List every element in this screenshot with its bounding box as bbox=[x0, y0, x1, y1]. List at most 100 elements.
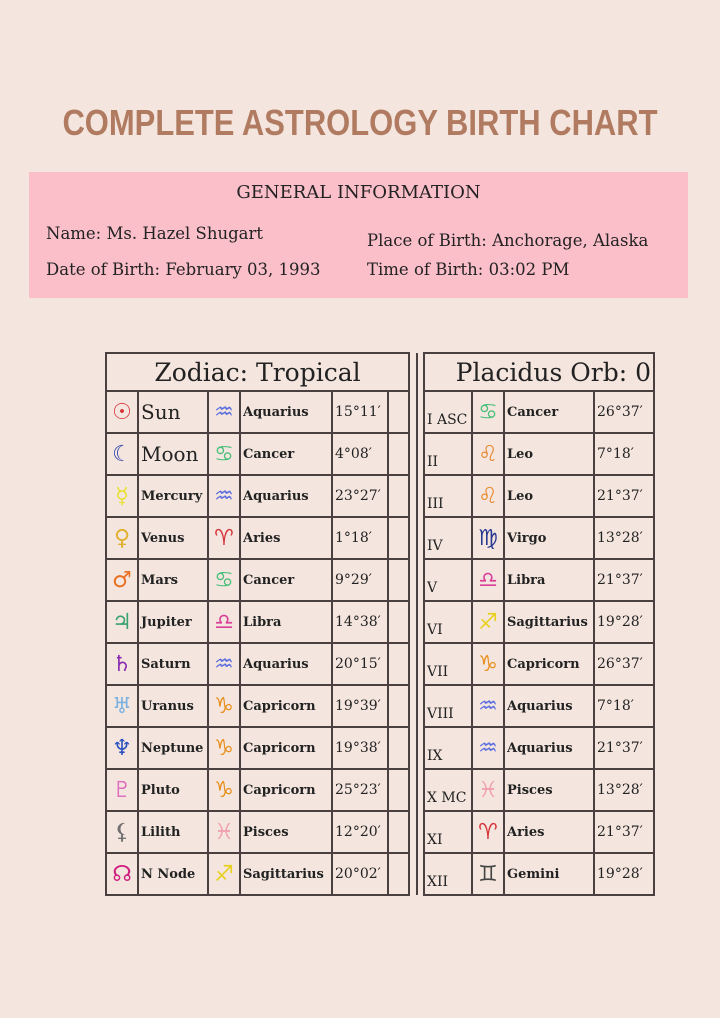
planet-sign: Aquarius bbox=[239, 390, 333, 434]
planet-name: Neptune bbox=[137, 726, 209, 770]
house-sign: Libra bbox=[503, 558, 595, 602]
planet-sign: Capricorn bbox=[239, 726, 333, 770]
divider bbox=[408, 727, 418, 769]
virgo-icon: ♍ bbox=[471, 516, 505, 560]
aquarius-icon: ♒ bbox=[207, 474, 241, 518]
birth-chart-table: Zodiac: Tropical Placidus Orb: 0 ☉ Sun ♒ Aq… bbox=[105, 352, 655, 896]
house-number: VI bbox=[423, 600, 473, 644]
table-row: ☿ Mercury ♒ Aquarius 23°27′ III ♌ Leo 21°37′ bbox=[105, 474, 655, 518]
planet-name: Venus bbox=[137, 516, 209, 560]
house-degree: 21°37′ bbox=[593, 558, 655, 602]
planet-degree: 15°11′ bbox=[331, 390, 389, 434]
table-row: ♂ Mars ♋ Cancer 9°29′ V ♎ Libra 21°37′ bbox=[105, 558, 655, 602]
sagittarius-icon: ♐ bbox=[471, 600, 505, 644]
planet-sign: Sagittarius bbox=[239, 852, 333, 896]
house-degree: 19°28′ bbox=[593, 852, 655, 896]
empty-cell bbox=[387, 474, 410, 518]
house-degree: 21°37′ bbox=[593, 726, 655, 770]
house-number: II bbox=[423, 432, 473, 476]
planet-sign: Capricorn bbox=[239, 768, 333, 812]
table-row: ♇ Pluto ♑ Capricorn 25°23′ X MC ♓ Pisces 13°28′ bbox=[105, 768, 655, 812]
divider bbox=[408, 853, 418, 895]
planet-sign: Libra bbox=[239, 600, 333, 644]
sagittarius-icon: ♐ bbox=[207, 852, 241, 896]
house-degree: 26°37′ bbox=[593, 642, 655, 686]
divider bbox=[416, 559, 425, 601]
planet-name: Moon bbox=[137, 432, 209, 476]
page-title: COMPLETE ASTROLOGY BIRTH CHART bbox=[62, 102, 658, 143]
house-number: IX bbox=[423, 726, 473, 770]
house-sign: Gemini bbox=[503, 852, 595, 896]
empty-cell bbox=[387, 726, 410, 770]
aquarius-icon: ♒ bbox=[471, 726, 505, 770]
divider bbox=[408, 559, 418, 601]
jupiter-icon: ♃ bbox=[105, 600, 139, 644]
general-information-heading: GENERAL INFORMATION bbox=[236, 182, 481, 203]
planet-sign: Aries bbox=[239, 516, 333, 560]
name-field: Name: Ms. Hazel Shugart bbox=[46, 224, 264, 243]
empty-cell bbox=[387, 684, 410, 728]
house-sign: Sagittarius bbox=[503, 600, 595, 644]
table-row: ♃ Jupiter ♎ Libra 14°38′ VI ♐ Sagittarius 19°28′ bbox=[105, 600, 655, 644]
table-row: ♆ Neptune ♑ Capricorn 19°38′ IX ♒ Aquarius 21°37… bbox=[105, 726, 655, 770]
table-row: ☾ Moon ♋ Cancer 4°08′ II ♌ Leo 7°18′ bbox=[105, 432, 655, 476]
leo-icon: ♌ bbox=[471, 432, 505, 476]
house-number: IV bbox=[423, 516, 473, 560]
empty-cell bbox=[387, 600, 410, 644]
libra-icon: ♎ bbox=[471, 558, 505, 602]
house-number: I ASC bbox=[423, 390, 473, 434]
pisces-icon: ♓ bbox=[471, 768, 505, 812]
house-number: XII bbox=[423, 852, 473, 896]
aries-icon: ♈ bbox=[207, 516, 241, 560]
planet-degree: 19°38′ bbox=[331, 726, 389, 770]
planet-degree: 20°02′ bbox=[331, 852, 389, 896]
house-number: X MC bbox=[423, 768, 473, 812]
house-sign: Aries bbox=[503, 810, 595, 854]
planet-name: Sun bbox=[137, 390, 209, 434]
divider bbox=[408, 685, 418, 727]
planet-degree: 12°20′ bbox=[331, 810, 389, 854]
cancer-icon: ♋ bbox=[207, 432, 241, 476]
planet-degree: 23°27′ bbox=[331, 474, 389, 518]
house-sign: Leo bbox=[503, 432, 595, 476]
table-row: ☊ N Node ♐ Sagittarius 20°02′ XII ♊ Gemini 19°28… bbox=[105, 852, 655, 896]
empty-cell bbox=[387, 516, 410, 560]
planet-sign: Cancer bbox=[239, 432, 333, 476]
house-degree: 7°18′ bbox=[593, 432, 655, 476]
house-degree: 21°37′ bbox=[593, 810, 655, 854]
date-of-birth-field: Date of Birth: February 03, 1993 bbox=[46, 260, 321, 279]
mercury-icon: ☿ bbox=[105, 474, 139, 518]
divider bbox=[416, 391, 425, 433]
divider bbox=[416, 853, 425, 895]
empty-cell bbox=[387, 810, 410, 854]
planet-degree: 19°39′ bbox=[331, 684, 389, 728]
house-degree: 13°28′ bbox=[593, 516, 655, 560]
planet-name: Mars bbox=[137, 558, 209, 602]
house-number: VIII bbox=[423, 684, 473, 728]
divider bbox=[416, 517, 425, 559]
house-degree: 13°28′ bbox=[593, 768, 655, 812]
planet-degree: 25°23′ bbox=[331, 768, 389, 812]
divider bbox=[408, 517, 418, 559]
house-degree: 21°37′ bbox=[593, 474, 655, 518]
divider bbox=[416, 643, 425, 685]
cancer-icon: ♋ bbox=[471, 390, 505, 434]
house-sign: Leo bbox=[503, 474, 595, 518]
table-row: ⚸ Lilith ♓ Pisces 12°20′ XI ♈ Aries 21°37′ bbox=[105, 810, 655, 854]
planet-name: Mercury bbox=[137, 474, 209, 518]
saturn-icon: ♄ bbox=[105, 642, 139, 686]
aquarius-icon: ♒ bbox=[471, 684, 505, 728]
neptune-icon: ♆ bbox=[105, 726, 139, 770]
divider bbox=[416, 685, 425, 727]
empty-cell bbox=[387, 432, 410, 476]
uranus-icon: ♅ bbox=[105, 684, 139, 728]
time-of-birth-field: Time of Birth: 03:02 PM bbox=[367, 260, 570, 279]
empty-cell bbox=[387, 768, 410, 812]
planet-degree: 14°38′ bbox=[331, 600, 389, 644]
divider bbox=[408, 601, 418, 643]
moon-icon: ☾ bbox=[105, 432, 139, 476]
house-number: III bbox=[423, 474, 473, 518]
capricorn-icon: ♑ bbox=[471, 642, 505, 686]
table-row: ♅ Uranus ♑ Capricorn 19°39′ VIII ♒ Aquarius 7°18… bbox=[105, 684, 655, 728]
capricorn-icon: ♑ bbox=[207, 768, 241, 812]
